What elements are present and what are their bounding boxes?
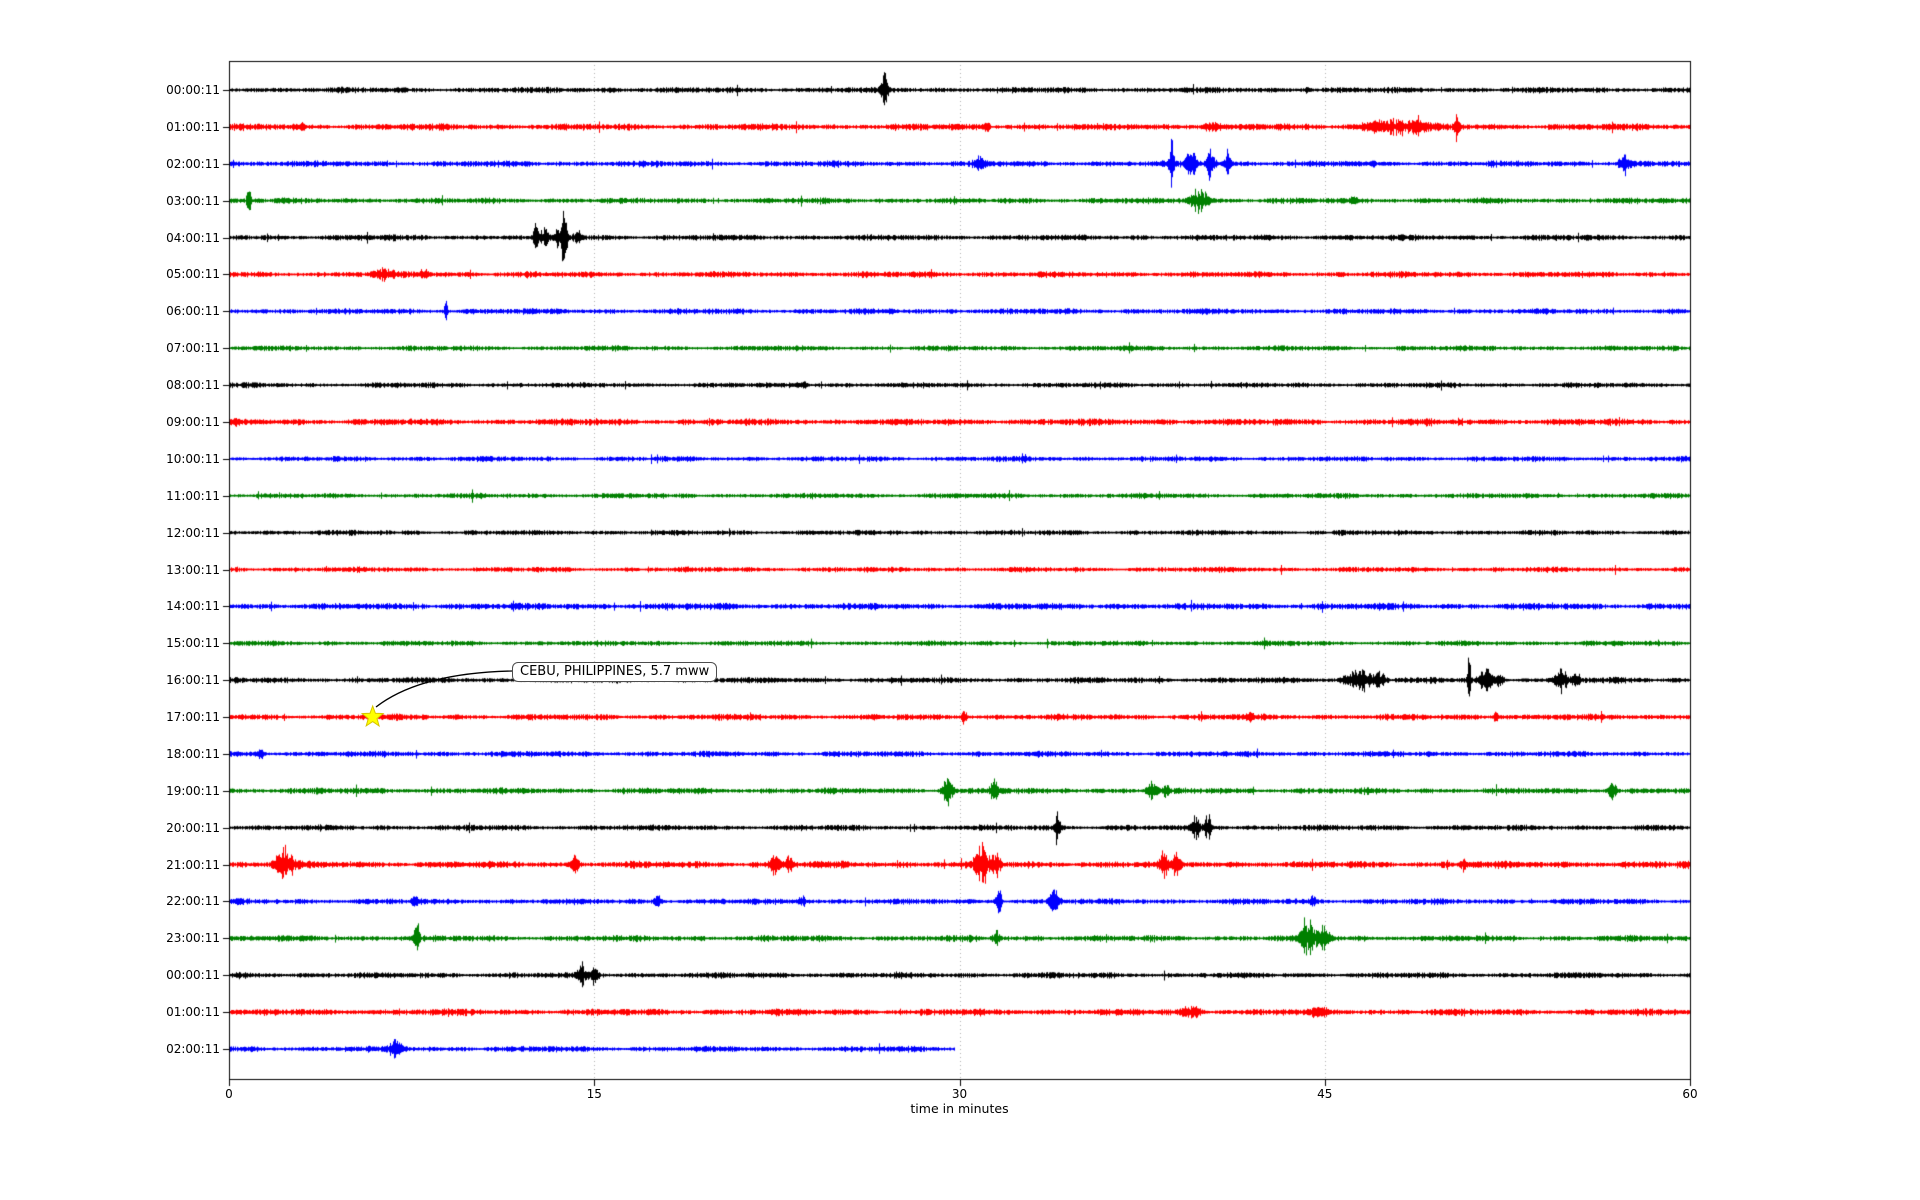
x-axis-label: time in minutes	[910, 1101, 1009, 1116]
trace-hour-label: 06:00:11	[166, 304, 220, 319]
trace-hour-label: 15:00:11	[166, 636, 220, 651]
trace-hour-label: 00:00:11	[166, 968, 220, 983]
x-axis-tick-label: 15	[586, 1087, 602, 1101]
trace-hour-label: 09:00:11	[166, 414, 220, 429]
trace-hour-label: 01:00:11	[166, 119, 220, 134]
trace-hour-label: 02:00:11	[166, 156, 220, 171]
trace-hour-label: 12:00:11	[166, 525, 220, 540]
trace-hour-label: 23:00:11	[166, 931, 220, 946]
trace-hour-label: 22:00:11	[166, 894, 220, 909]
trace-hour-label: 08:00:11	[166, 378, 220, 393]
x-axis-tick-label: 0	[225, 1087, 233, 1101]
x-axis-tick-label: 45	[1317, 1087, 1333, 1101]
trace-hour-label: 21:00:11	[166, 857, 220, 872]
event-star-icon	[360, 704, 385, 728]
trace-hour-label: 05:00:11	[166, 267, 220, 282]
trace-hour-label: 07:00:11	[166, 341, 220, 356]
trace-hour-label: 02:00:11	[166, 1042, 220, 1056]
trace-hour-label: 14:00:11	[166, 599, 220, 614]
trace-hour-label: 04:00:11	[166, 230, 220, 245]
trace-hour-label: 00:00:11	[166, 83, 220, 97]
trace-hour-label: 20:00:11	[166, 820, 220, 835]
event-annotation-label: CEBU, PHILIPPINES, 5.7 mww	[512, 662, 718, 682]
trace-hour-label: 03:00:11	[166, 193, 220, 208]
trace-hour-label: 01:00:11	[166, 1005, 220, 1020]
trace-hour-label: 10:00:11	[166, 451, 220, 466]
x-axis-tick-label: 60	[1682, 1087, 1698, 1101]
x-axis-tick-label: 30	[951, 1087, 968, 1101]
trace-hour-label: 16:00:11	[166, 673, 220, 688]
trace-hour-label: 11:00:11	[166, 488, 220, 503]
trace-hour-label: 17:00:11	[166, 710, 220, 725]
trace-hour-label: 18:00:11	[166, 746, 220, 761]
trace-hour-label: 19:00:11	[166, 783, 220, 798]
annotation-leader-line	[375, 670, 513, 708]
trace-hour-label: 13:00:11	[166, 562, 220, 577]
